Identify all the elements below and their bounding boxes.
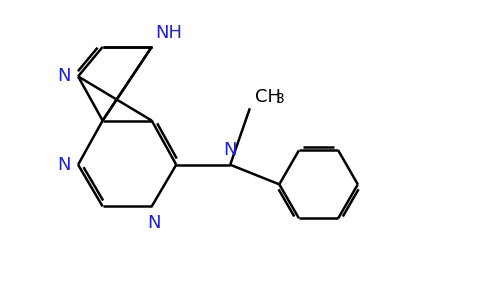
Text: N: N	[148, 214, 161, 232]
Text: N: N	[224, 141, 237, 159]
Text: N: N	[57, 156, 71, 174]
Text: N: N	[57, 68, 71, 85]
Text: NH: NH	[156, 24, 182, 42]
Text: CH: CH	[255, 88, 281, 106]
Text: 3: 3	[276, 92, 285, 106]
